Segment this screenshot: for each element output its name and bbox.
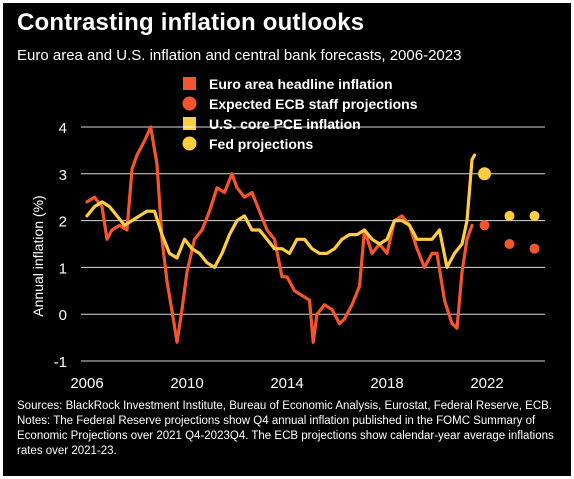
expected-ecb-staff-projections-point bbox=[529, 243, 540, 254]
chart-series bbox=[85, 125, 540, 344]
y-axis-label: Annual inflation (%) bbox=[30, 195, 46, 316]
legend-label: U.S. core PCE inflation bbox=[209, 116, 361, 132]
legend-swatch-dot bbox=[182, 136, 197, 151]
legend-swatch-square bbox=[183, 117, 196, 130]
x-tick-label: 2010 bbox=[170, 375, 203, 392]
y-tick-label: 1 bbox=[59, 260, 67, 277]
line-chart: Euro area headline inflation Expected ECB… bbox=[30, 76, 545, 392]
fed-projections-point bbox=[478, 167, 491, 181]
chart-subtitle: Euro area and U.S. inflation and central… bbox=[17, 47, 462, 64]
legend-label: Expected ECB staff projections bbox=[209, 96, 418, 112]
y-tick-label: -1 bbox=[54, 354, 67, 371]
legend-swatch-square bbox=[183, 77, 196, 90]
x-axis-ticks: 2006 2010 2014 2018 2022 bbox=[70, 375, 503, 392]
y-tick-label: 2 bbox=[59, 214, 67, 231]
legend-label: Fed projections bbox=[209, 136, 313, 152]
chart-legend: Euro area headline inflation Expected ECB… bbox=[182, 76, 418, 152]
u-s-core-pce-inflation-line bbox=[85, 153, 477, 269]
fed-projections-point bbox=[529, 210, 540, 221]
x-tick-label: 2006 bbox=[70, 375, 103, 392]
y-tick-label: 0 bbox=[59, 307, 67, 324]
y-tick-label: 3 bbox=[59, 167, 67, 184]
y-axis-ticks: -1 0 1 2 3 4 bbox=[54, 120, 67, 371]
x-tick-label: 2014 bbox=[270, 375, 303, 392]
expected-ecb-staff-projections-point bbox=[479, 220, 490, 231]
source-notes: Sources: BlackRock Investment Institute,… bbox=[17, 400, 554, 457]
chart-title: Contrasting inflation outlooks bbox=[17, 9, 365, 36]
x-tick-label: 2022 bbox=[470, 375, 503, 392]
legend-swatch-dot bbox=[182, 96, 197, 111]
x-tick-label: 2018 bbox=[370, 375, 403, 392]
y-tick-label: 4 bbox=[59, 120, 67, 137]
fed-projections-point bbox=[504, 210, 515, 221]
expected-ecb-staff-projections-point bbox=[504, 239, 515, 249]
legend-label: Euro area headline inflation bbox=[209, 76, 393, 92]
